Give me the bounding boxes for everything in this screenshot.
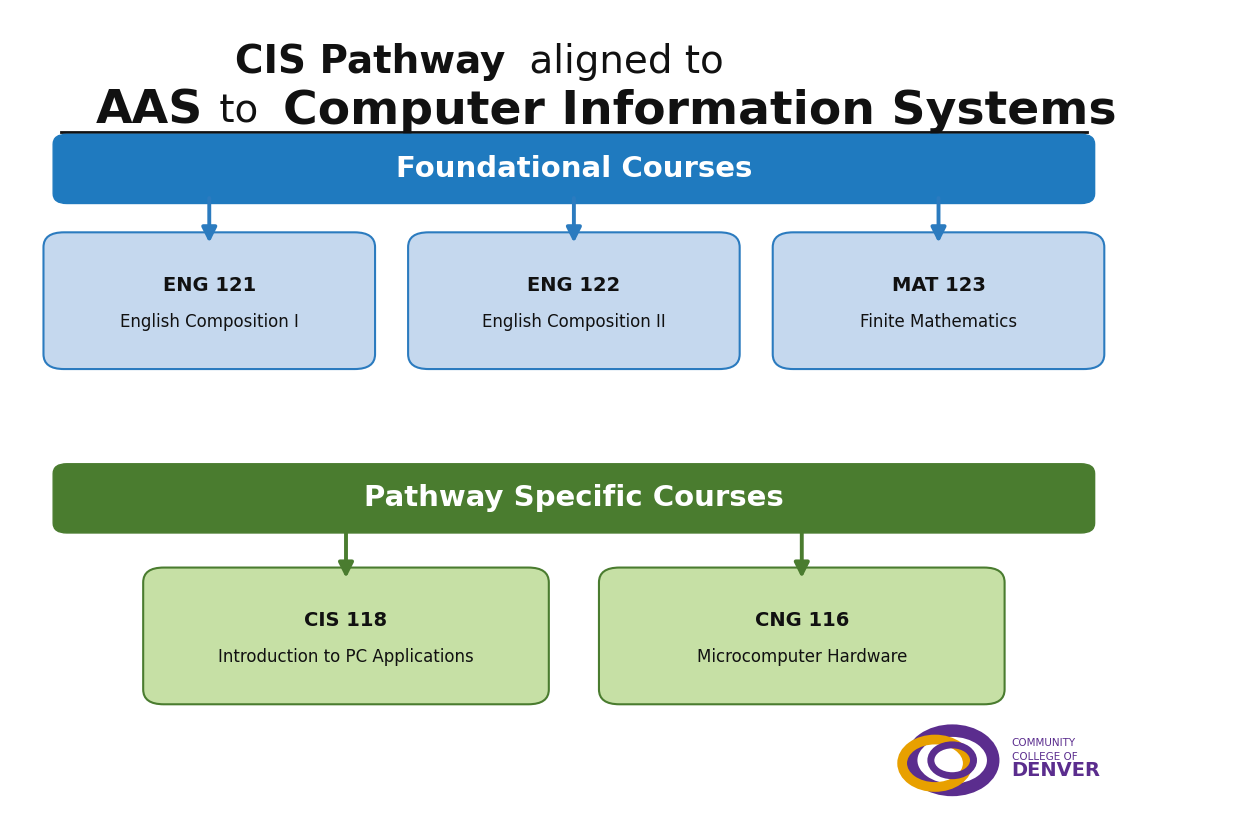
Text: English Composition I: English Composition I (120, 313, 299, 331)
Text: Foundational Courses: Foundational Courses (396, 155, 752, 183)
FancyBboxPatch shape (54, 134, 1095, 204)
FancyBboxPatch shape (44, 232, 375, 369)
Text: CIS Pathway aligned to: CIS Pathway aligned to (351, 42, 798, 81)
Text: AAS: AAS (96, 89, 204, 134)
Text: Pathway Specific Courses: Pathway Specific Courses (364, 484, 784, 513)
Text: ENG 122: ENG 122 (528, 276, 620, 295)
FancyBboxPatch shape (772, 232, 1104, 369)
FancyBboxPatch shape (408, 232, 740, 369)
Text: Finite Mathematics: Finite Mathematics (860, 313, 1017, 331)
Text: to: to (208, 92, 270, 131)
FancyBboxPatch shape (599, 567, 1005, 704)
FancyBboxPatch shape (144, 567, 549, 704)
FancyBboxPatch shape (54, 463, 1095, 533)
Text: English Composition II: English Composition II (482, 313, 666, 331)
Text: MAT 123: MAT 123 (891, 276, 985, 295)
Text: CNG 116: CNG 116 (755, 612, 849, 631)
Text: CIS Pathway: CIS Pathway (235, 42, 505, 81)
Text: DENVER: DENVER (1011, 761, 1101, 780)
Text: Introduction to PC Applications: Introduction to PC Applications (219, 648, 474, 666)
Text: aligned to: aligned to (518, 42, 724, 81)
Text: Microcomputer Hardware: Microcomputer Hardware (696, 648, 908, 666)
Text: ENG 121: ENG 121 (162, 276, 256, 295)
Text: CIS 118: CIS 118 (305, 612, 388, 631)
Text: COMMUNITY
COLLEGE OF: COMMUNITY COLLEGE OF (1011, 738, 1078, 762)
Text: Computer Information Systems: Computer Information Systems (284, 89, 1118, 134)
